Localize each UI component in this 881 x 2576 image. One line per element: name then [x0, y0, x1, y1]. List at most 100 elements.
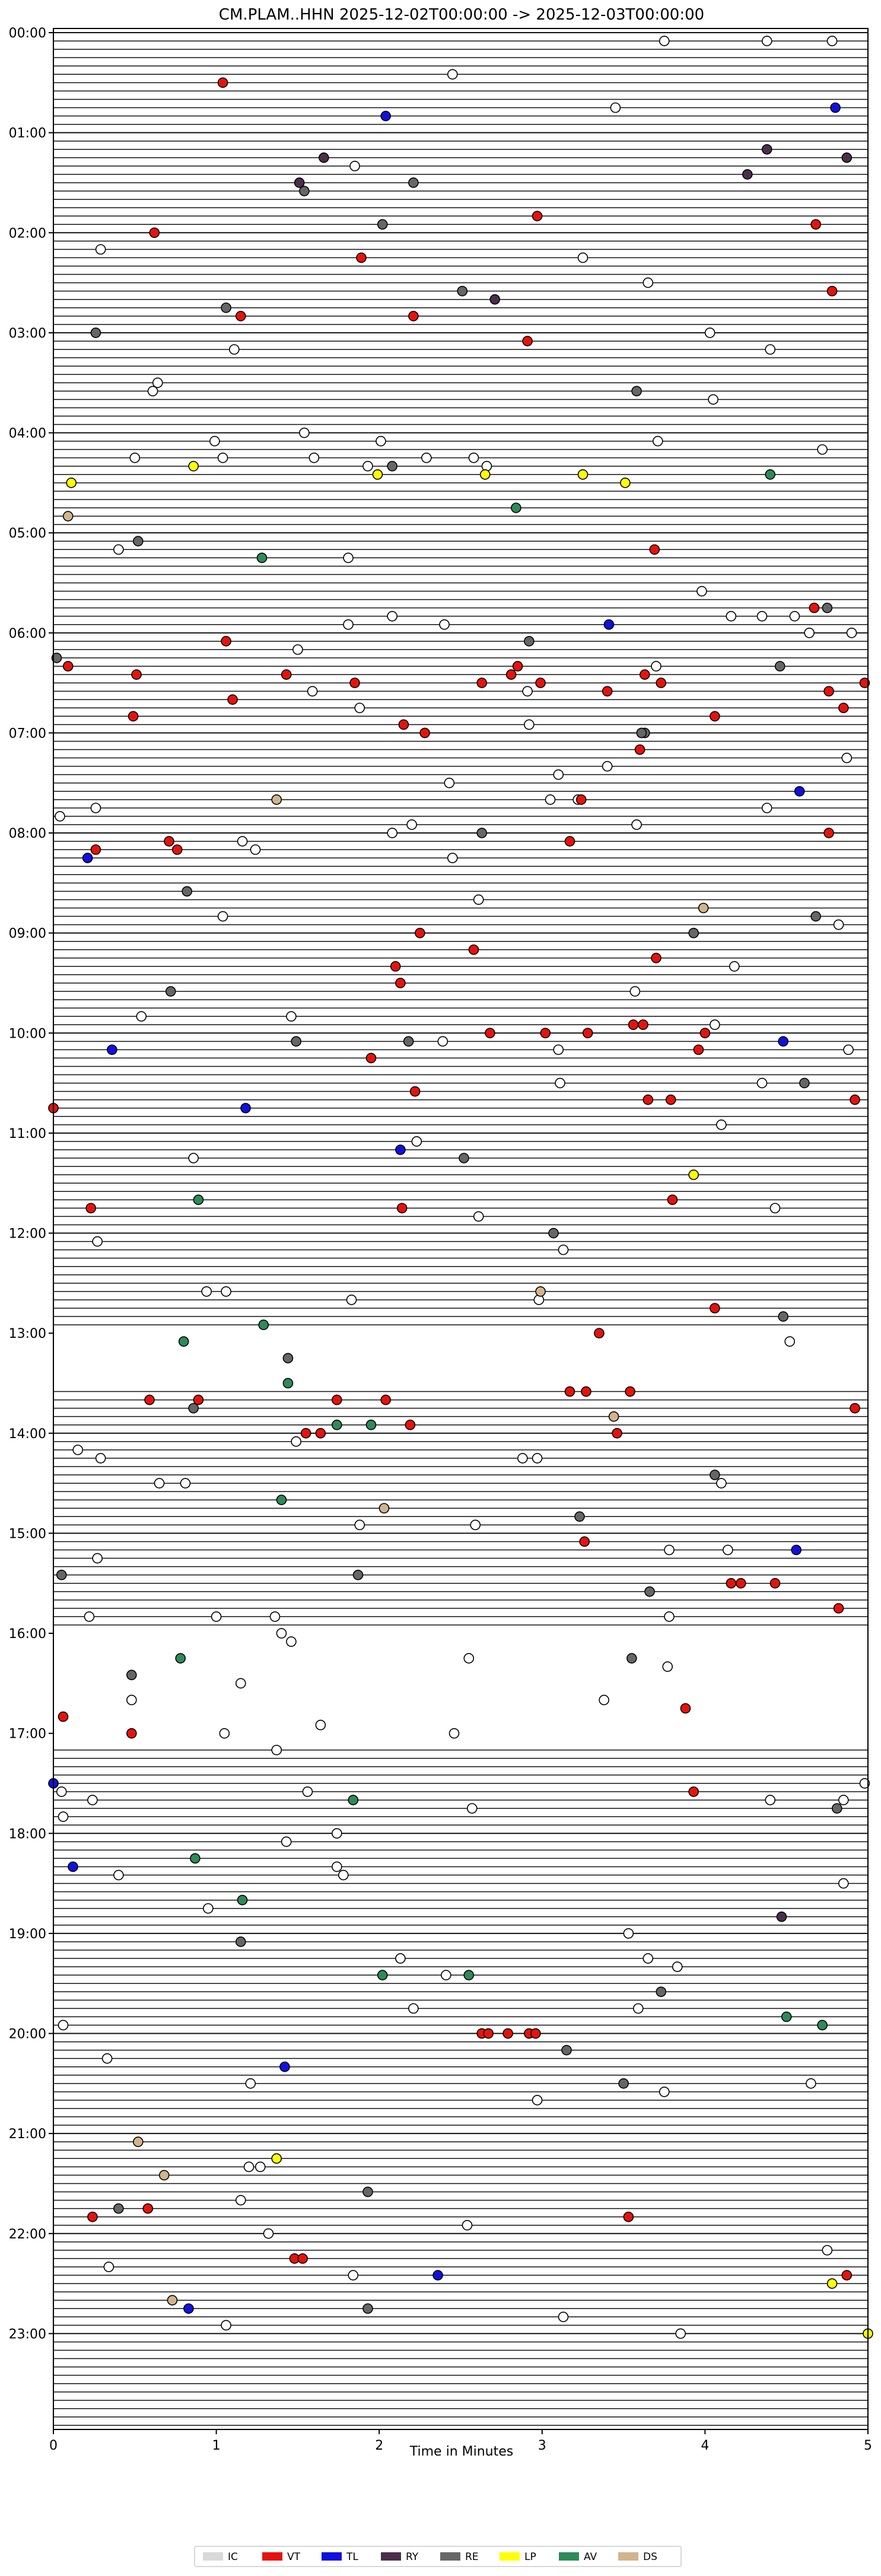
event-marker-re — [235, 1936, 246, 1947]
event-marker-av — [190, 1853, 201, 1864]
event-marker-ic — [708, 394, 718, 405]
event-marker-lp — [188, 460, 199, 472]
event-marker-re — [710, 1470, 720, 1480]
event-marker-ds — [62, 511, 74, 521]
event-marker-vt — [823, 828, 834, 838]
y-tick-label: 21:00 — [9, 2127, 46, 2142]
event-marker-ic — [558, 1244, 569, 1255]
event-marker-ic — [421, 452, 432, 463]
y-tick-label: 09:00 — [9, 927, 46, 942]
event-marker-vt — [634, 744, 645, 755]
event-marker-vt — [726, 1578, 737, 1589]
event-marker-vt — [512, 661, 523, 672]
event-marker-ic — [307, 686, 318, 697]
event-marker-tl — [68, 1861, 78, 1872]
event-marker-ic — [376, 435, 386, 447]
event-marker-ic — [221, 2320, 231, 2331]
event-marker-ds — [271, 794, 282, 805]
event-marker-ic — [643, 1953, 654, 1964]
event-marker-ic — [90, 803, 101, 813]
legend: IC VT TL RY RE LP AV DS — [194, 2546, 682, 2567]
event-marker-re — [352, 1569, 364, 1580]
event-marker-ic — [152, 377, 163, 389]
event-marker-ic — [201, 1286, 212, 1297]
y-tick-label: 22:00 — [9, 2227, 46, 2242]
event-marker-ic — [299, 427, 310, 438]
event-marker-ic — [806, 2078, 816, 2089]
event-marker-ic — [250, 844, 261, 855]
event-marker-re — [165, 986, 176, 997]
event-marker-ic — [726, 610, 737, 622]
event-marker-tl — [794, 785, 805, 797]
event-marker-lp — [688, 1169, 699, 1180]
y-tick-label: 18:00 — [9, 1827, 46, 1842]
event-marker-vt — [332, 1394, 342, 1405]
event-marker-vt — [841, 2270, 853, 2281]
event-marker-ic — [729, 961, 740, 972]
y-tick-label: 01:00 — [9, 126, 46, 141]
event-marker-vt — [625, 1386, 635, 1397]
event-marker-ic — [826, 36, 838, 46]
event-marker-ic — [696, 586, 707, 597]
y-tick-label: 00:00 — [9, 26, 46, 41]
event-marker-vt — [736, 1578, 746, 1589]
event-marker-tl — [603, 619, 615, 630]
y-tick-label: 15:00 — [9, 1526, 46, 1541]
event-marker-ic — [577, 252, 589, 263]
y-tick-label: 06:00 — [9, 626, 46, 641]
event-marker-ic — [817, 444, 828, 455]
legend-label: AV — [584, 2551, 597, 2563]
event-marker-vt — [409, 1086, 421, 1097]
event-marker-vt — [502, 2028, 513, 2039]
event-marker-av — [817, 2020, 828, 2031]
event-marker-ic — [555, 1077, 565, 1089]
event-marker-vt — [688, 1786, 699, 1797]
event-marker-ic — [769, 1203, 781, 1214]
legend-label: VT — [287, 2551, 301, 2563]
event-marker-vt — [87, 2211, 98, 2222]
event-marker-vt — [859, 678, 870, 688]
legend-swatch-vt — [262, 2552, 282, 2561]
axes: 00:00 01:00 02:00 03:00 04:00 05:00 06:00 07:00… — [9, 26, 872, 2453]
legend-swatch-re — [440, 2552, 460, 2561]
event-marker-tl — [240, 1102, 251, 1114]
legend-swatch-av — [559, 2552, 579, 2561]
event-marker-vt — [126, 1728, 137, 1739]
event-marker-re — [656, 1986, 667, 1998]
event-marker-ic — [533, 1295, 545, 1305]
event-marker-ic — [95, 244, 106, 255]
event-marker-vt — [826, 285, 838, 297]
y-tick-label: 04:00 — [9, 427, 46, 441]
event-marker-vt — [142, 2203, 154, 2214]
event-marker-vt — [623, 2211, 634, 2222]
event-marker-re — [548, 1227, 559, 1239]
event-marker-ic — [716, 1120, 727, 1130]
event-marker-vt — [693, 1044, 704, 1055]
event-marker-vt — [468, 944, 479, 955]
chart-title: CM.PLAM..HHN 2025-12-02T00:00:00 -> 2025… — [219, 6, 704, 24]
event-marker-re — [799, 1077, 810, 1089]
event-marker-ic — [348, 2270, 359, 2281]
legend-label: RY — [406, 2551, 419, 2563]
event-marker-vt — [483, 2028, 494, 2039]
event-marker-lp — [66, 478, 77, 488]
x-tick-label: 1 — [212, 2438, 221, 2453]
event-marker-ic — [610, 102, 621, 113]
event-marker-ic — [354, 702, 365, 714]
event-marker-ic — [633, 2003, 644, 2014]
event-marker-ic — [343, 619, 354, 630]
event-marker-ic — [784, 1336, 795, 1347]
event-marker-vt — [594, 1328, 605, 1338]
event-marker-ic — [302, 1786, 313, 1797]
event-marker-ic — [643, 277, 654, 288]
legend-swatch-ic — [203, 2552, 223, 2561]
y-tick-label: 02:00 — [9, 226, 46, 241]
event-marker-ic — [532, 1453, 543, 1464]
event-marker-vt — [823, 686, 834, 697]
event-marker-ic — [804, 627, 815, 638]
event-marker-re — [377, 219, 388, 230]
event-marker-ic — [229, 344, 240, 355]
event-marker-vt — [171, 844, 183, 855]
event-marker-lp — [826, 2278, 838, 2289]
event-marker-av — [258, 1319, 269, 1330]
